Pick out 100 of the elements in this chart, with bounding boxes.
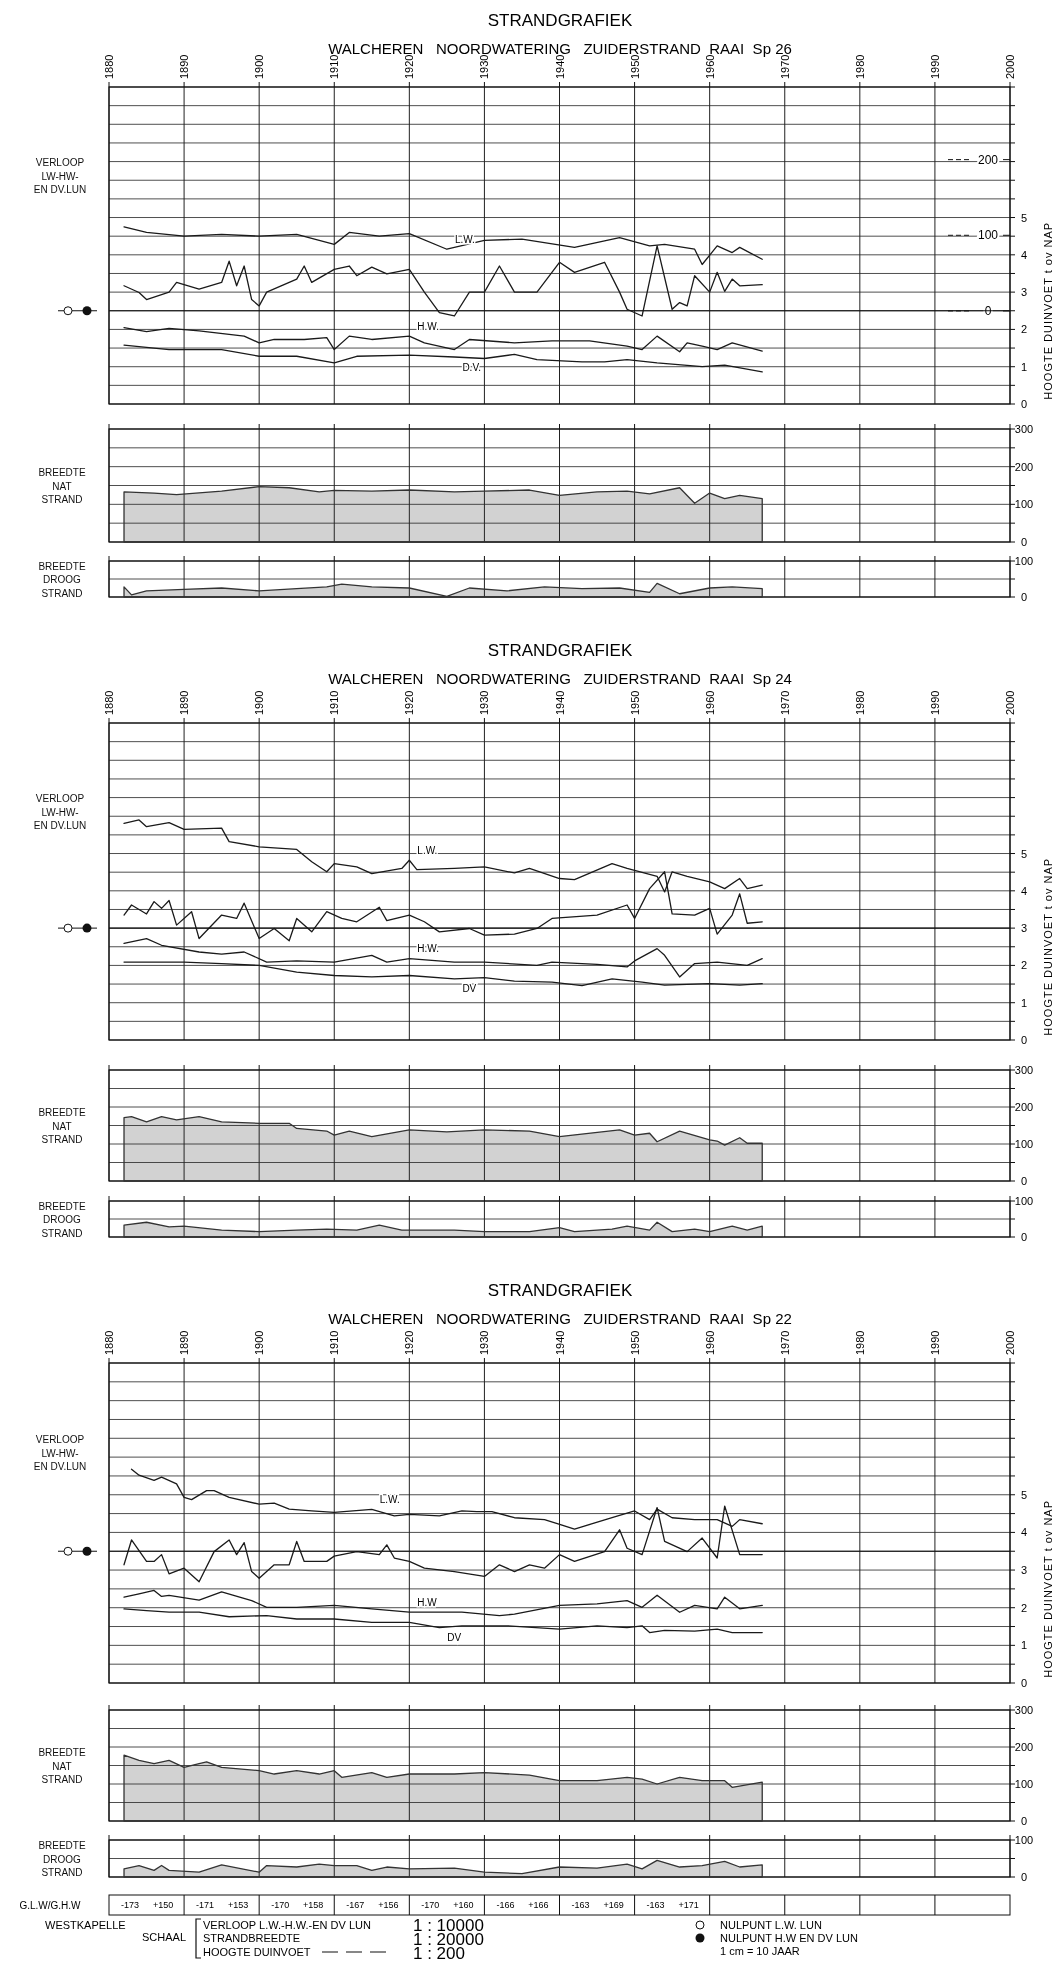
y-axis-title: BREEDTE DROOG STRAND	[38, 560, 86, 598]
y-tick-label: 0	[1020, 1871, 1028, 1883]
y-tick-label: 4	[1020, 884, 1028, 897]
text: +160	[453, 1900, 474, 1910]
y-tick-label: 1	[1020, 1639, 1028, 1652]
x-tick-label: 1920	[403, 1330, 416, 1355]
y-tick-label: 4	[1020, 1526, 1028, 1539]
y-tick-label: 4	[1020, 248, 1028, 261]
y-tick-label: 100	[1014, 555, 1034, 567]
y-tick-label: 1	[1020, 360, 1028, 373]
x-tick-label: 1880	[103, 690, 115, 715]
x-tick-label: 1990	[928, 1330, 941, 1355]
text: -170	[421, 1900, 440, 1910]
text: -163	[646, 1900, 665, 1910]
text: -170	[271, 1900, 290, 1910]
y-axis-title: HOOGTE DUINVOET t ov NAP	[1042, 1499, 1054, 1678]
text: WESTKAPELLE	[45, 1919, 126, 1931]
y-tick-label: 200	[1014, 1101, 1034, 1113]
text: -166	[496, 1900, 515, 1910]
y-tick-label: 0	[1020, 1677, 1028, 1689]
y-tick-label: 300	[1014, 1064, 1034, 1076]
series-label: L.W.	[454, 233, 475, 245]
x-tick-label: 1910	[328, 54, 341, 79]
text: STRANDBREEDTE	[203, 1932, 301, 1944]
x-tick-label: 1910	[328, 690, 341, 715]
y-tick-label: 100	[1014, 1778, 1034, 1790]
x-tick-label: 1940	[553, 690, 566, 715]
y-tick-label: 100	[1014, 1138, 1034, 1150]
series-label: L.W.	[379, 1493, 400, 1505]
y-tick-label: 0	[1020, 1034, 1028, 1046]
y-tick-label: 0	[1020, 591, 1028, 603]
y-axis-title: HOOGTE DUINVOET t ov NAP	[1042, 857, 1054, 1036]
x-tick-label: 2000	[1004, 690, 1016, 715]
y-tick-label: 2	[1020, 959, 1028, 972]
y-tick-label: 3	[1020, 1564, 1028, 1577]
text: +153	[228, 1900, 249, 1910]
x-tick-label: 1920	[403, 54, 416, 79]
x-tick-label: 1940	[553, 54, 566, 79]
text: +156	[378, 1900, 399, 1910]
x-tick-label: 1890	[178, 54, 191, 79]
y-tick-label: 2	[1020, 1601, 1028, 1614]
y-tick-label: 200	[1014, 460, 1034, 473]
y-axis-title: BREEDTE DROOG STRAND	[38, 1200, 86, 1238]
y-tick-label: 5	[1020, 1488, 1028, 1501]
text: -173	[121, 1900, 140, 1910]
text: +150	[152, 1900, 174, 1910]
y-tick-label: 200	[1014, 1741, 1034, 1753]
x-tick-label: 1880	[103, 54, 115, 79]
text: VERLOOP LW-HW- EN DV.LUN	[33, 156, 87, 195]
x-tick-label: 1970	[778, 54, 791, 79]
x-tick-label: 1980	[853, 690, 866, 715]
y-axis-title: BREEDTE NAT STRAND	[38, 466, 86, 505]
y-tick-label: 5	[1020, 847, 1028, 860]
x-tick-label: 2000	[1004, 1330, 1016, 1355]
text: -171	[196, 1900, 215, 1910]
x-tick-label: 1920	[403, 690, 416, 715]
x-tick-label: 1990	[928, 54, 941, 79]
y-axis-title: BREEDTE NAT STRAND	[38, 1106, 86, 1145]
x-tick-label: 1960	[703, 690, 716, 715]
x-tick-label: 1960	[703, 54, 716, 79]
y-axis-title: HOOGTE DUINVOET t ov NAP	[1042, 221, 1054, 400]
text: HOOGTE DUINVOET	[203, 1946, 311, 1958]
series-label: DV	[447, 1632, 462, 1644]
text: -163	[571, 1900, 590, 1910]
y-tick-label: 3	[1020, 922, 1028, 935]
x-tick-label: 1900	[253, 690, 266, 715]
chart-subtitle: WALCHEREN NOORDWATERING ZUIDERSTRAND RAAI Sp 24	[328, 669, 792, 687]
text: +158	[303, 1900, 324, 1910]
y-tick-label: 0	[1020, 398, 1028, 410]
series-label: H.W.	[417, 943, 440, 955]
y-tick-label: 0	[1020, 1815, 1028, 1827]
text: +166	[528, 1900, 549, 1910]
chart-subtitle: WALCHEREN NOORDWATERING ZUIDERSTRAND RAAI Sp 22	[328, 1309, 792, 1327]
text: 1 cm = 10 JAAR	[720, 1945, 800, 1957]
x-tick-label: 1900	[253, 1330, 266, 1355]
y-tick-label: 0	[1020, 1231, 1028, 1243]
series-label: DV	[462, 983, 477, 995]
y-tick-label: 100	[1014, 498, 1034, 511]
y-axis-title: BREEDTE DROOG STRAND	[38, 1839, 86, 1878]
y-tick-label: 0	[1020, 536, 1028, 548]
x-tick-label: 1950	[628, 1330, 641, 1355]
text: NULPUNT L.W. LUN	[720, 1919, 822, 1931]
x-tick-label: 1900	[253, 54, 266, 79]
text: VERLOOP LW-HW- EN DV.LUN	[33, 1433, 87, 1472]
x-tick-label: 1910	[328, 1330, 341, 1355]
text: VERLOOP L.W.-H.W.-EN DV LUN	[203, 1919, 371, 1931]
text: +171	[678, 1900, 699, 1910]
y-tick-label: 2	[1020, 323, 1028, 336]
y-tick-label: 1	[1020, 996, 1028, 1009]
chart-title: STRANDGRAFIEK	[487, 10, 633, 30]
series-label: L.W.	[417, 844, 438, 856]
x-tick-label: 2000	[1004, 54, 1016, 79]
x-tick-label: 1970	[778, 1330, 791, 1355]
y-tick-label: 300	[1014, 1704, 1034, 1716]
x-tick-label: 1980	[853, 1330, 866, 1355]
y-tick-label: 100	[1014, 1195, 1034, 1207]
text: SCHAAL	[142, 1931, 187, 1943]
y-axis-title: BREEDTE NAT STRAND	[38, 1746, 86, 1785]
x-tick-label: 1930	[478, 54, 491, 79]
y-tick-label: 300	[1014, 423, 1034, 435]
